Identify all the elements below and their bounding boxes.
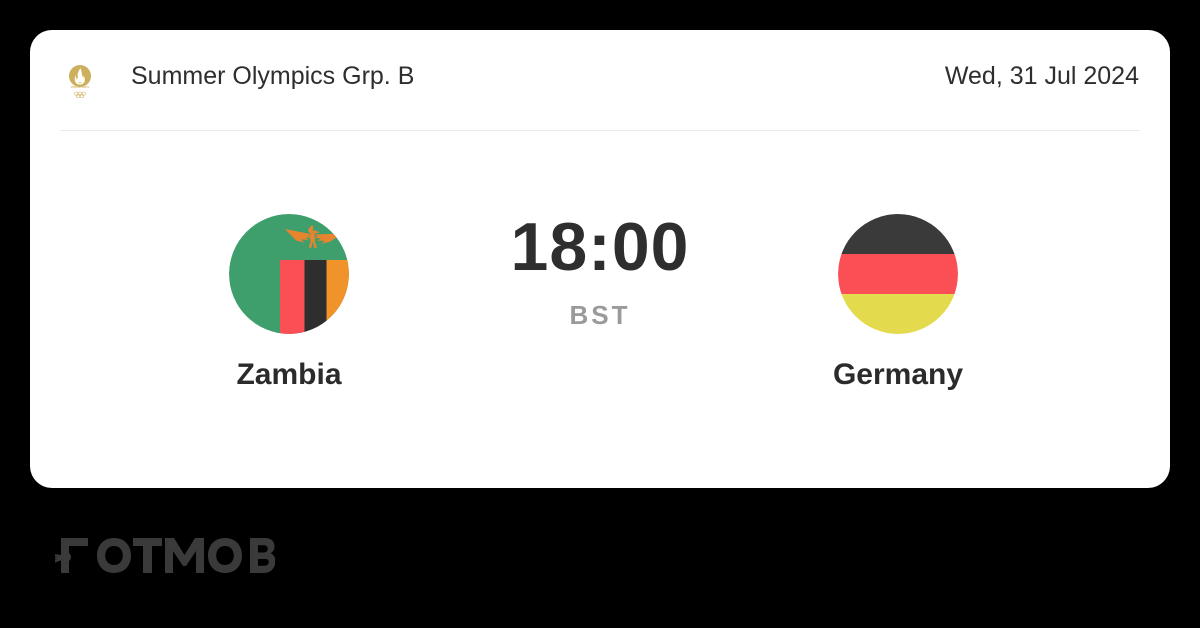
svg-text:PARIS 2024: PARIS 2024: [71, 85, 89, 89]
